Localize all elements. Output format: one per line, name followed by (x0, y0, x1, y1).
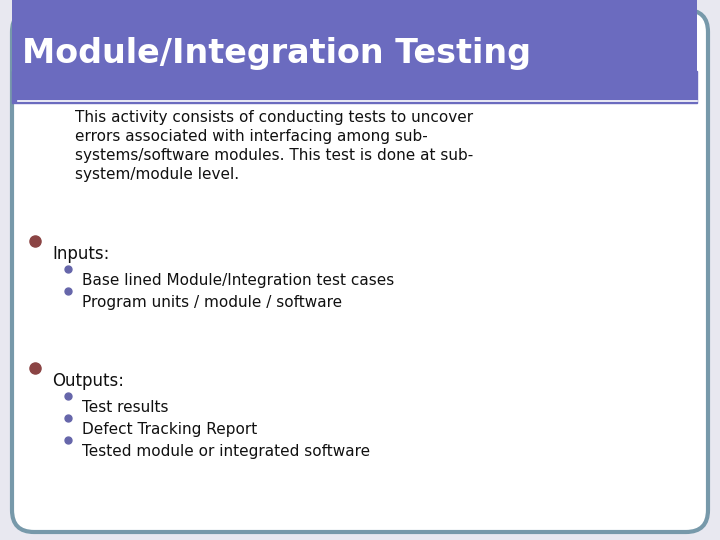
FancyBboxPatch shape (12, 10, 708, 532)
Text: Outputs:: Outputs: (52, 372, 124, 390)
Text: This activity consists of conducting tests to uncover: This activity consists of conducting tes… (75, 110, 473, 125)
Text: errors associated with interfacing among sub-: errors associated with interfacing among… (75, 129, 428, 144)
Text: Base lined Module/Integration test cases: Base lined Module/Integration test cases (82, 273, 395, 288)
Text: Test results: Test results (82, 400, 168, 415)
Text: Program units / module / software: Program units / module / software (82, 295, 342, 310)
Text: systems/software modules. This test is done at sub-: systems/software modules. This test is d… (75, 148, 473, 163)
Bar (12, 71, 697, 103)
Text: Tested module or integrated software: Tested module or integrated software (82, 444, 370, 459)
FancyBboxPatch shape (12, 0, 697, 103)
Text: Defect Tracking Report: Defect Tracking Report (82, 422, 257, 437)
Text: Inputs:: Inputs: (52, 245, 109, 263)
Text: system/module level.: system/module level. (75, 167, 239, 182)
Text: Module/Integration Testing: Module/Integration Testing (22, 37, 531, 70)
